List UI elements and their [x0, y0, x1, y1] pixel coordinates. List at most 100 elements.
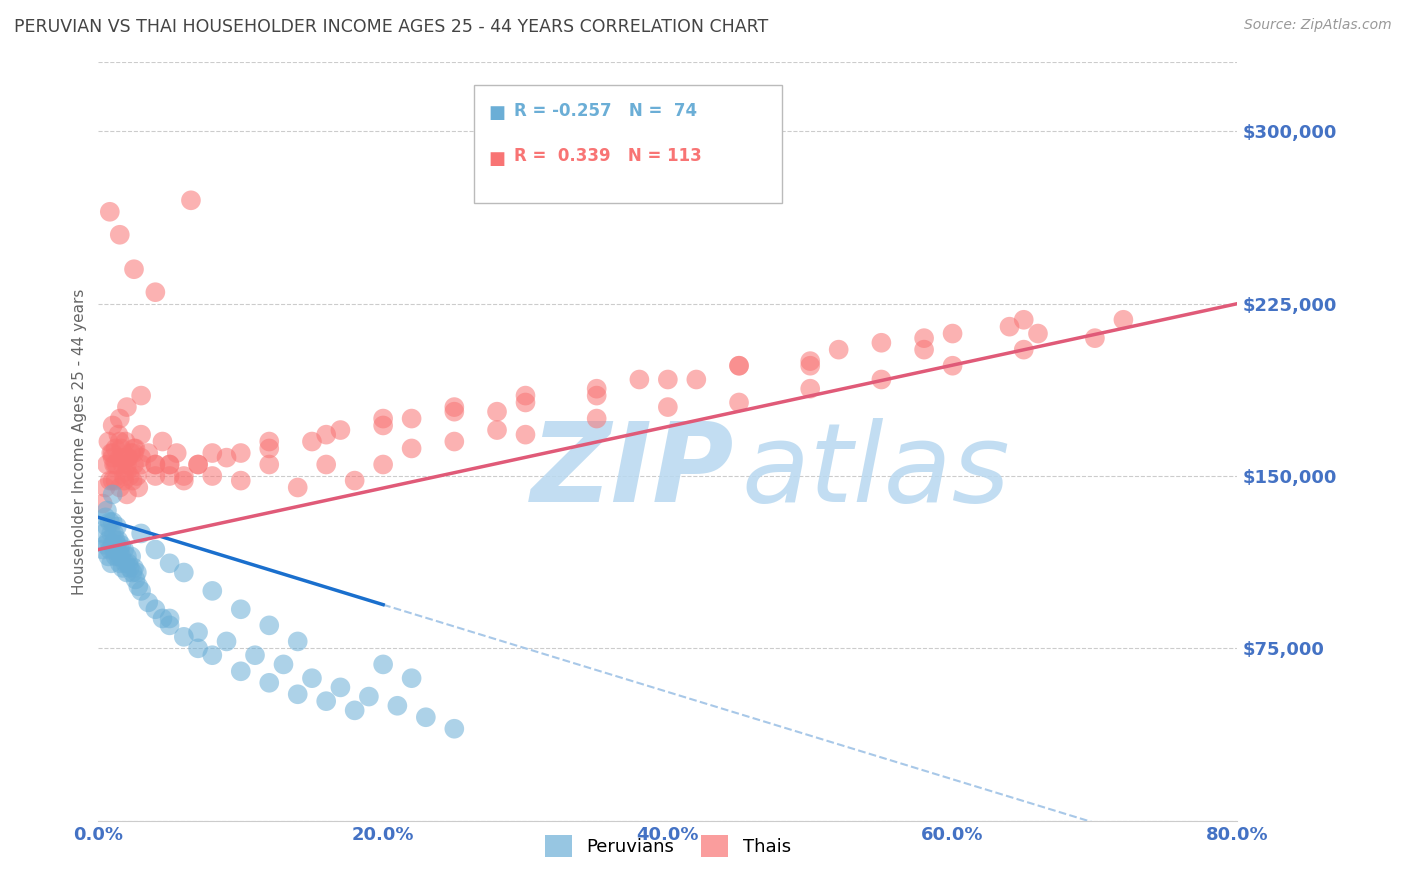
Point [828, 343, 851, 357]
Point [443, 400, 465, 414]
Point [870, 335, 893, 350]
Point [120, 446, 142, 460]
Point [912, 331, 935, 345]
Point [127, 579, 149, 593]
Point [180, 194, 202, 208]
Y-axis label: Householder Income Ages 25 - 44 years: Householder Income Ages 25 - 44 years [72, 288, 87, 595]
Point [122, 262, 145, 277]
Point [343, 474, 366, 488]
Point [728, 359, 751, 373]
Point [387, 698, 409, 713]
Point [229, 665, 252, 679]
Point [343, 703, 366, 717]
Point [101, 450, 124, 465]
Point [145, 458, 167, 472]
Point [145, 602, 167, 616]
Point [129, 526, 152, 541]
Point [97, 549, 120, 564]
Point [112, 542, 135, 557]
Point [100, 446, 122, 460]
Point [129, 583, 152, 598]
Point [129, 427, 152, 442]
Point [585, 411, 607, 425]
Point [136, 446, 159, 460]
Point [243, 648, 266, 663]
Point [443, 405, 465, 419]
Point [159, 618, 181, 632]
Point [515, 388, 537, 402]
Point [443, 722, 465, 736]
Point [114, 434, 136, 449]
Point [118, 561, 141, 575]
Legend: Peruvians, Thais: Peruvians, Thais [537, 828, 799, 864]
Point [136, 595, 159, 609]
Point [117, 450, 139, 465]
Point [273, 657, 295, 672]
Point [91, 497, 114, 511]
Point [145, 285, 167, 300]
Text: ■: ■ [488, 150, 505, 168]
Text: ■: ■ [488, 104, 505, 122]
Point [98, 474, 121, 488]
Text: R = -0.257   N =  74: R = -0.257 N = 74 [515, 102, 697, 120]
Point [115, 487, 138, 501]
Point [159, 469, 181, 483]
Point [259, 442, 281, 456]
Point [108, 227, 131, 242]
Point [94, 510, 117, 524]
Point [111, 458, 134, 472]
Point [97, 434, 120, 449]
Point [301, 434, 323, 449]
Point [103, 526, 125, 541]
Point [201, 469, 224, 483]
FancyBboxPatch shape [474, 85, 782, 202]
Point [125, 469, 148, 483]
Point [870, 372, 893, 386]
Point [401, 411, 423, 425]
Point [115, 549, 138, 564]
Point [159, 458, 181, 472]
Point [657, 400, 679, 414]
Point [942, 326, 965, 341]
Point [998, 319, 1021, 334]
Point [104, 474, 127, 488]
Point [401, 442, 423, 456]
Point [201, 648, 224, 663]
Point [1012, 312, 1035, 326]
Text: ZIP: ZIP [531, 418, 735, 525]
Point [159, 611, 181, 625]
Point [110, 549, 132, 564]
Point [108, 434, 131, 449]
Point [104, 442, 127, 456]
Point [94, 538, 117, 552]
Point [259, 458, 281, 472]
Point [101, 487, 124, 501]
Point [121, 474, 143, 488]
Point [97, 533, 120, 548]
Point [108, 481, 131, 495]
Point [103, 542, 125, 557]
Point [100, 526, 122, 541]
Point [315, 427, 337, 442]
Point [125, 566, 148, 580]
Point [104, 458, 127, 472]
Point [173, 630, 195, 644]
Point [259, 618, 281, 632]
Point [110, 442, 132, 456]
Point [912, 343, 935, 357]
Point [173, 566, 195, 580]
Point [129, 458, 152, 472]
Point [107, 427, 129, 442]
Point [100, 557, 122, 571]
Point [93, 526, 115, 541]
Point [728, 395, 751, 409]
Point [287, 481, 309, 495]
Point [152, 434, 174, 449]
Point [259, 434, 281, 449]
Point [96, 458, 118, 472]
Point [187, 458, 209, 472]
Point [166, 446, 188, 460]
Point [115, 566, 138, 580]
Point [118, 469, 141, 483]
Point [315, 458, 337, 472]
